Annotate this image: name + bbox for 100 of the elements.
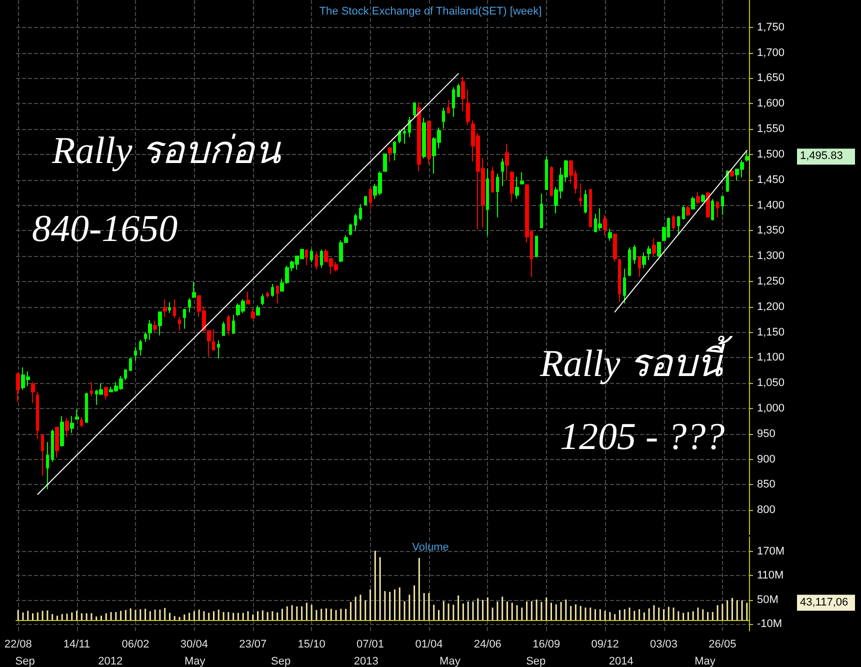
candlestick [369, 186, 372, 210]
y-tick-label: 1,600 [757, 98, 785, 110]
annotation: Rally รอบนี้ [539, 335, 734, 385]
candlestick [647, 245, 651, 261]
candlestick [70, 416, 74, 434]
candlestick [388, 147, 392, 163]
candlestick [168, 302, 171, 314]
candlestick [584, 190, 587, 214]
candlestick [427, 120, 431, 165]
candlestick [251, 308, 255, 319]
x-tick-label: 16/09 [532, 638, 560, 650]
x2-tick-label: 2012 [98, 656, 123, 667]
candlestick [217, 340, 220, 360]
candlestick [696, 192, 700, 204]
candlestick [183, 308, 186, 330]
x2-tick-label: Sep [271, 656, 291, 667]
candlestick [349, 223, 352, 236]
y-tick-label: 1,150 [757, 326, 785, 338]
candlestick [16, 372, 20, 402]
candlestick [65, 418, 69, 438]
candlestick [589, 189, 592, 228]
candlestick [271, 284, 274, 298]
y-tick-label: 1,350 [757, 224, 785, 237]
y-tick-label: 950 [757, 428, 776, 440]
candlestick [701, 194, 705, 203]
candlestick [408, 116, 411, 138]
x-tick-label: 09/12 [591, 638, 619, 650]
x-tick-label: 15/10 [298, 638, 326, 650]
x2-tick-label: Sep [526, 656, 546, 667]
candlestick [657, 242, 661, 257]
candlestick [422, 117, 426, 160]
candlestick [55, 426, 59, 458]
candlestick [188, 298, 191, 313]
candlestick [393, 140, 396, 162]
candlestick [452, 86, 455, 118]
x2-tick-label: Sep [15, 656, 35, 667]
candlestick [246, 291, 250, 304]
candlestick [153, 320, 157, 333]
y-tick-label: 1,300 [757, 250, 785, 262]
y-tick-label: 1,750 [757, 21, 785, 34]
candlestick [457, 83, 460, 98]
candlestick [491, 166, 494, 193]
y-tick-label: 170M [757, 546, 785, 558]
y-tick-label: 900 [757, 453, 776, 466]
x-tick-label: 06/02 [122, 638, 150, 650]
candlestick [266, 291, 269, 298]
candlestick [173, 298, 176, 319]
candlestick [31, 382, 35, 404]
x-tick-label: 03/03 [650, 638, 678, 650]
candlestick [447, 100, 450, 114]
candlestick [442, 107, 445, 130]
candlestick [686, 205, 690, 216]
candlestick [633, 244, 636, 264]
candlestick [550, 166, 553, 198]
candlestick [628, 246, 631, 276]
x-tick-label: 22/08 [4, 638, 32, 650]
candlestick [726, 170, 729, 193]
candlestick [85, 392, 88, 423]
candlestick [682, 205, 685, 220]
candlestick [745, 150, 749, 162]
candlestick [222, 321, 225, 336]
candlestick [706, 192, 710, 218]
candlestick [256, 304, 260, 316]
x-tick-label: 24/06 [474, 638, 502, 650]
candlestick [75, 409, 79, 420]
chart-title: Volume [412, 542, 449, 554]
annotation: 840-1650 [32, 208, 178, 250]
candlestick [305, 248, 308, 266]
candlestick [677, 215, 680, 236]
y-tick-label: 1,500 [757, 148, 785, 160]
candlestick [505, 143, 509, 181]
candlestick [466, 88, 470, 126]
candlestick [413, 102, 416, 118]
candlestick [158, 311, 162, 336]
candlestick [354, 213, 357, 232]
y-tick-label: 1,650 [757, 72, 785, 84]
candlestick [417, 102, 421, 172]
candlestick [364, 196, 367, 206]
candlestick [227, 314, 230, 336]
candlestick [129, 358, 132, 371]
y-tick-label: 1,250 [757, 275, 785, 288]
candlestick [276, 286, 279, 304]
candlestick [359, 204, 362, 222]
candlestick [178, 316, 181, 332]
candlestick [638, 256, 641, 278]
annotation: Rally รอบก่อน [51, 130, 282, 172]
candlestick [603, 214, 607, 236]
candlestick [383, 153, 387, 172]
candlestick [642, 252, 646, 269]
candlestick [535, 236, 538, 258]
x2-tick-label: May [440, 656, 461, 667]
candlestick [315, 250, 318, 270]
y-tick-label: 1,550 [757, 123, 785, 136]
text: 1,495.83 [800, 150, 843, 162]
candlestick [716, 200, 719, 218]
candlestick [403, 127, 406, 144]
candlestick [579, 182, 582, 208]
candlestick [90, 382, 93, 397]
candlestick [261, 294, 264, 306]
candlestick [310, 248, 313, 263]
